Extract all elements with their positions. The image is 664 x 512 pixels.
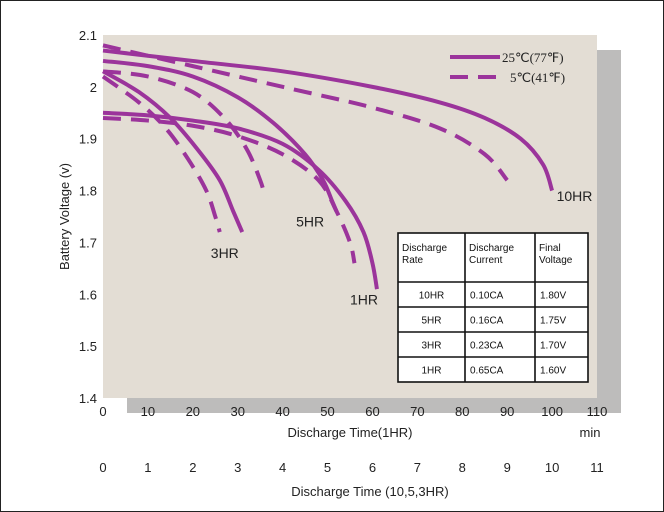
table-header-cell: Discharge Current [469,243,514,266]
curve-label-5hr: 5HR [296,214,324,230]
x1-tick-label: 100 [541,404,563,419]
legend-label-25c: 25℃(77℉) [502,50,564,65]
y-tick-label: 1.9 [79,132,97,147]
x2-tick-label: 1 [144,460,151,475]
x2-tick-label: 11 [590,460,604,475]
table-cell: 1.75V [540,316,566,327]
y-tick-label: 2.1 [79,28,97,43]
y-axis-label: Battery Voltage (v) [57,163,72,270]
curve-label-3hr: 3HR [211,245,239,261]
table-cell: 0.16CA [470,316,504,327]
x2-axis-label: Discharge Time (10,5,3HR) [291,484,449,499]
x2-tick-label: 4 [279,460,286,475]
table-cell: 5HR [421,316,441,327]
x2-tick-label: 2 [189,460,196,475]
y-tick-label: 2 [90,80,97,95]
x1-axis-label: Discharge Time(1HR) [288,425,413,440]
x2-tick-label: 8 [459,460,466,475]
table-cell: 1.80V [540,291,566,302]
series-line-10hr-25c [102,48,555,192]
table-cell: 3HR [421,341,441,352]
series-line-3hr-25c [102,69,245,233]
series-line-1hr-25c [102,110,379,290]
table-header-cell: Discharge Rate [402,243,447,266]
y-tick-label: 1.6 [79,287,97,302]
legend-label-5c: 5℃(41℉) [510,70,565,85]
x1-tick-label: 50 [320,404,334,419]
x1-unit-label: min [580,425,601,440]
x2-tick-label: 7 [414,460,421,475]
curve-label-1hr: 1HR [350,291,378,307]
x2-tick-label: 0 [99,460,106,475]
table-cell: 1HR [421,366,441,377]
x1-tick-label: 0 [99,404,106,419]
x1-tick-label: 110 [587,404,608,419]
x1-tick-label: 40 [275,404,289,419]
y-tick-label: 1.8 [79,184,97,199]
table-cell: 0.65CA [470,366,504,377]
table-cell: 1.70V [540,341,566,352]
y-tick-label: 1.4 [79,391,97,406]
series-line-1hr-5c [102,115,357,264]
curve-label-10hr: 10HR [557,188,593,204]
x1-tick-label: 90 [500,404,514,419]
x2-tick-label: 6 [369,460,376,475]
x2-tick-label: 3 [234,460,241,475]
table-cell: 0.23CA [470,341,504,352]
x1-tick-label: 30 [230,404,244,419]
x1-tick-label: 10 [141,404,155,419]
x2-tick-label: 5 [324,460,331,475]
x1-tick-label: 60 [365,404,379,419]
x1-tick-label: 20 [186,404,200,419]
series-line-3hr-5c [101,74,222,233]
y-tick-label: 1.5 [79,339,97,354]
x2-tick-label: 10 [545,460,559,475]
table-cell: 1.60V [540,366,566,377]
series-line-5hr-25c [102,58,339,213]
x2-tick-label: 9 [504,460,511,475]
series-line-5hr-5c [102,69,267,197]
x1-tick-label: 80 [455,404,469,419]
table-cell: 10HR [419,291,445,302]
table-cell: 0.10CA [470,291,504,302]
x1-tick-label: 70 [410,404,424,419]
series-line-10hr-5c [102,43,509,182]
table-header-cell: Final Voltage [539,243,573,266]
y-tick-label: 1.7 [79,235,97,250]
